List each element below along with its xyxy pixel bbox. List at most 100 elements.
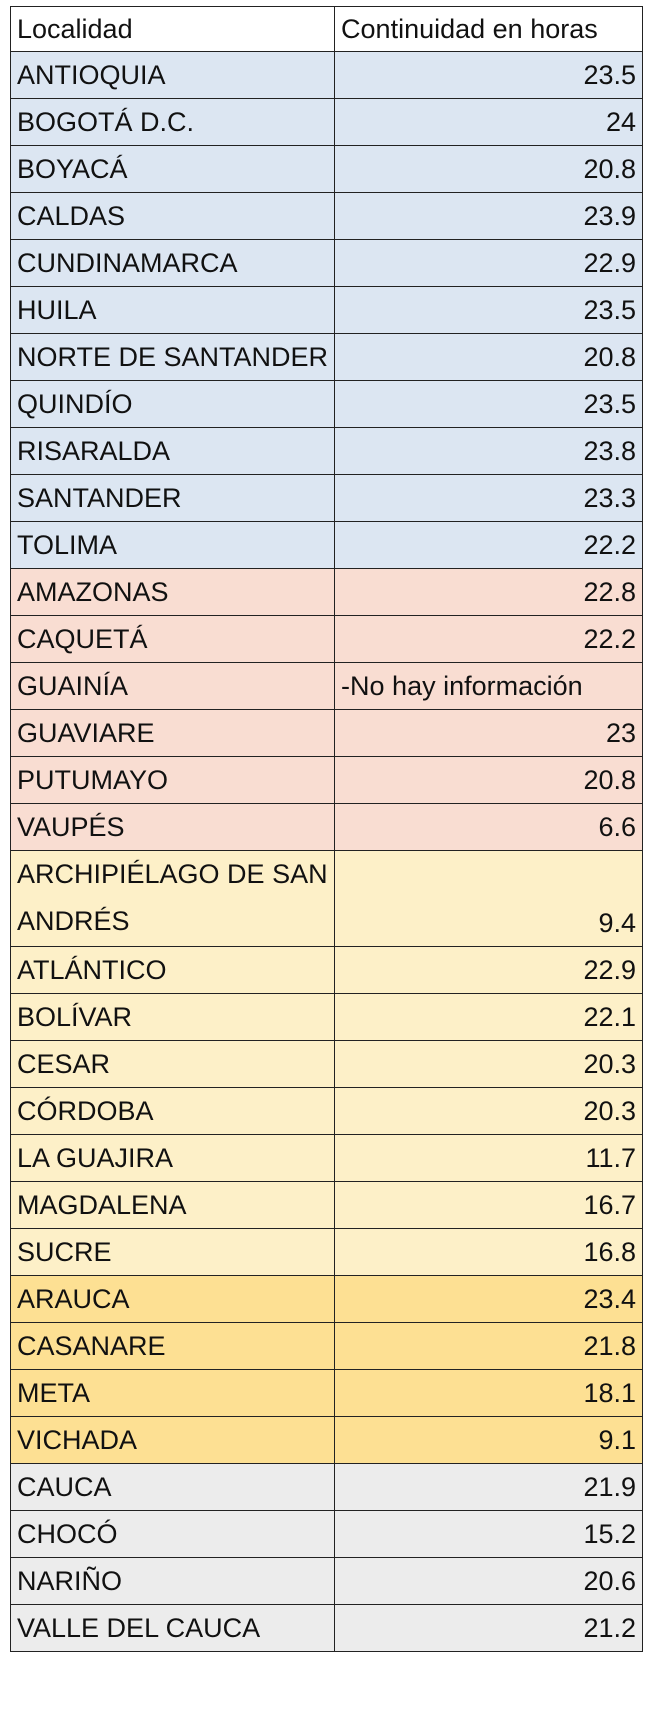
continuity-cell: 22.8 [334, 568, 643, 616]
locality-cell: RISARALDA [9, 427, 336, 475]
table-row: QUINDÍO 23.5 [9, 380, 643, 428]
table-row: CHOCÓ 15.2 [9, 1510, 643, 1558]
continuity-cell: 23.5 [334, 286, 643, 334]
locality-cell: BOLÍVAR [9, 993, 336, 1041]
continuity-cell: 20.8 [334, 145, 643, 193]
table-row: VALLE DEL CAUCA 21.2 [9, 1604, 643, 1652]
table-row: RISARALDA 23.8 [9, 427, 643, 475]
locality-cell: GUAVIARE [9, 709, 336, 757]
table-row: HUILA 23.5 [9, 286, 643, 334]
continuity-table: Localidad Continuidad en horas ANTIOQUIA… [9, 6, 643, 1652]
table-row: GUAVIARE 23 [9, 709, 643, 757]
locality-cell: META [9, 1369, 336, 1417]
locality-cell: HUILA [9, 286, 336, 334]
table-row: CALDAS 23.9 [9, 192, 643, 240]
table-row: MAGDALENA 16.7 [9, 1181, 643, 1229]
continuity-cell: 22.2 [334, 521, 643, 569]
table-row: SUCRE 16.8 [9, 1228, 643, 1276]
continuity-cell: 23.8 [334, 427, 643, 475]
locality-cell: MAGDALENA [9, 1181, 336, 1229]
locality-cell: SANTANDER [9, 474, 336, 522]
locality-cell: GUAINÍA [9, 662, 336, 710]
continuity-cell: 21.2 [334, 1604, 643, 1652]
table-row: AMAZONAS 22.8 [9, 568, 643, 616]
table-row: GUAINÍA -No hay información [9, 662, 643, 710]
locality-cell: ARCHIPIÉLAGO DE SAN ANDRÉS [9, 850, 336, 947]
header-row: Localidad Continuidad en horas [9, 6, 643, 52]
locality-cell: TOLIMA [9, 521, 336, 569]
header-continuity: Continuidad en horas [334, 6, 643, 52]
table-row: ARCHIPIÉLAGO DE SAN ANDRÉS 9.4 [9, 850, 643, 947]
locality-cell: NARIÑO [9, 1557, 336, 1605]
continuity-cell: 20.3 [334, 1040, 643, 1088]
locality-cell: CALDAS [9, 192, 336, 240]
table-row: META 18.1 [9, 1369, 643, 1417]
continuity-cell: 24 [334, 98, 643, 146]
continuity-cell: 20.3 [334, 1087, 643, 1135]
table-row: BOGOTÁ D.C. 24 [9, 98, 643, 146]
locality-cell: PUTUMAYO [9, 756, 336, 804]
continuity-cell: 23.5 [334, 51, 643, 99]
locality-cell: CHOCÓ [9, 1510, 336, 1558]
table-row: BOYACÁ 20.8 [9, 145, 643, 193]
locality-cell: NORTE DE SANTANDER [9, 333, 336, 381]
continuity-cell: 9.1 [334, 1416, 643, 1464]
locality-cell: VALLE DEL CAUCA [9, 1604, 336, 1652]
locality-cell: VAUPÉS [9, 803, 336, 851]
locality-cell: BOGOTÁ D.C. [9, 98, 336, 146]
table-row: CAUCA 21.9 [9, 1463, 643, 1511]
continuity-cell: 11.7 [334, 1134, 643, 1182]
continuity-cell: 22.1 [334, 993, 643, 1041]
continuity-cell: 9.4 [334, 850, 643, 947]
continuity-cell: 21.9 [334, 1463, 643, 1511]
continuity-cell: 16.8 [334, 1228, 643, 1276]
table-row: PUTUMAYO 20.8 [9, 756, 643, 804]
locality-cell: QUINDÍO [9, 380, 336, 428]
table-row: BOLÍVAR 22.1 [9, 993, 643, 1041]
table-row: VICHADA 9.1 [9, 1416, 643, 1464]
locality-cell: CUNDINAMARCA [9, 239, 336, 287]
locality-cell: LA GUAJIRA [9, 1134, 336, 1182]
locality-cell: ARAUCA [9, 1275, 336, 1323]
table-row: NARIÑO 20.6 [9, 1557, 643, 1605]
locality-cell: CESAR [9, 1040, 336, 1088]
continuity-cell: 23 [334, 709, 643, 757]
locality-cell: CÓRDOBA [9, 1087, 336, 1135]
table-row: TOLIMA 22.2 [9, 521, 643, 569]
continuity-cell: 22.9 [334, 239, 643, 287]
continuity-cell: 6.6 [334, 803, 643, 851]
locality-cell: CAUCA [9, 1463, 336, 1511]
table-row: SANTANDER 23.3 [9, 474, 643, 522]
locality-cell: CAQUETÁ [9, 615, 336, 663]
table-row: CASANARE 21.8 [9, 1322, 643, 1370]
locality-cell: SUCRE [9, 1228, 336, 1276]
table-row: VAUPÉS 6.6 [9, 803, 643, 851]
table-body: Localidad Continuidad en horas ANTIOQUIA… [9, 6, 643, 1652]
continuity-cell: -No hay información [334, 662, 643, 710]
locality-cell: ANTIOQUIA [9, 51, 336, 99]
continuity-cell: 21.8 [334, 1322, 643, 1370]
continuity-cell: 23.3 [334, 474, 643, 522]
locality-cell: CASANARE [9, 1322, 336, 1370]
table-row: CUNDINAMARCA 22.9 [9, 239, 643, 287]
table-row: CAQUETÁ 22.2 [9, 615, 643, 663]
table-row: ARAUCA 23.4 [9, 1275, 643, 1323]
continuity-cell: 18.1 [334, 1369, 643, 1417]
continuity-cell: 20.8 [334, 333, 643, 381]
locality-cell: VICHADA [9, 1416, 336, 1464]
continuity-cell: 23.5 [334, 380, 643, 428]
locality-cell: BOYACÁ [9, 145, 336, 193]
continuity-cell: 16.7 [334, 1181, 643, 1229]
locality-cell: ATLÁNTICO [9, 946, 336, 994]
continuity-cell: 15.2 [334, 1510, 643, 1558]
table-row: ATLÁNTICO 22.9 [9, 946, 643, 994]
table-row: LA GUAJIRA 11.7 [9, 1134, 643, 1182]
table-row: ANTIOQUIA 23.5 [9, 51, 643, 99]
continuity-cell: 20.8 [334, 756, 643, 804]
continuity-cell: 23.9 [334, 192, 643, 240]
header-locality: Localidad [9, 6, 336, 52]
table-row: CÓRDOBA 20.3 [9, 1087, 643, 1135]
table-row: NORTE DE SANTANDER 20.8 [9, 333, 643, 381]
locality-cell: AMAZONAS [9, 568, 336, 616]
continuity-cell: 20.6 [334, 1557, 643, 1605]
